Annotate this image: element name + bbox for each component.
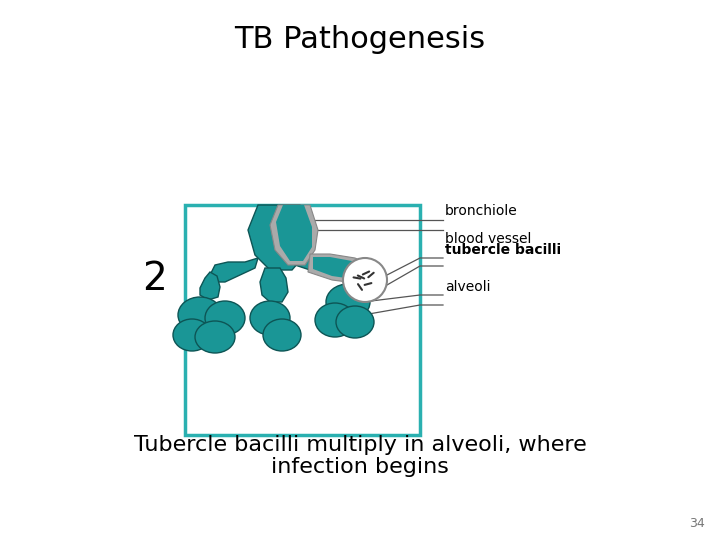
Polygon shape	[200, 272, 220, 300]
Polygon shape	[210, 258, 258, 282]
Polygon shape	[276, 205, 312, 261]
Text: TB Pathogenesis: TB Pathogenesis	[235, 25, 485, 54]
Circle shape	[343, 258, 387, 302]
Ellipse shape	[263, 319, 301, 351]
Text: bronchiole: bronchiole	[445, 204, 518, 218]
Text: Tubercle bacilli multiply in alveoli, where: Tubercle bacilli multiply in alveoli, wh…	[134, 435, 586, 455]
Polygon shape	[248, 205, 310, 270]
Text: 34: 34	[689, 517, 705, 530]
Ellipse shape	[205, 301, 245, 335]
Ellipse shape	[315, 303, 355, 337]
Ellipse shape	[178, 297, 222, 333]
Ellipse shape	[336, 306, 374, 338]
Text: infection begins: infection begins	[271, 457, 449, 477]
Ellipse shape	[250, 301, 290, 335]
Polygon shape	[295, 255, 358, 282]
Polygon shape	[260, 268, 288, 302]
Text: tubercle bacilli: tubercle bacilli	[445, 243, 561, 257]
Ellipse shape	[326, 284, 370, 320]
Polygon shape	[270, 205, 318, 265]
Text: 2: 2	[143, 260, 167, 298]
Ellipse shape	[195, 321, 235, 353]
Ellipse shape	[173, 319, 211, 351]
Text: alveoli: alveoli	[445, 280, 490, 294]
Text: blood vessel: blood vessel	[445, 232, 531, 246]
Bar	[185, 205, 420, 435]
Polygon shape	[308, 254, 368, 283]
Polygon shape	[313, 257, 362, 279]
